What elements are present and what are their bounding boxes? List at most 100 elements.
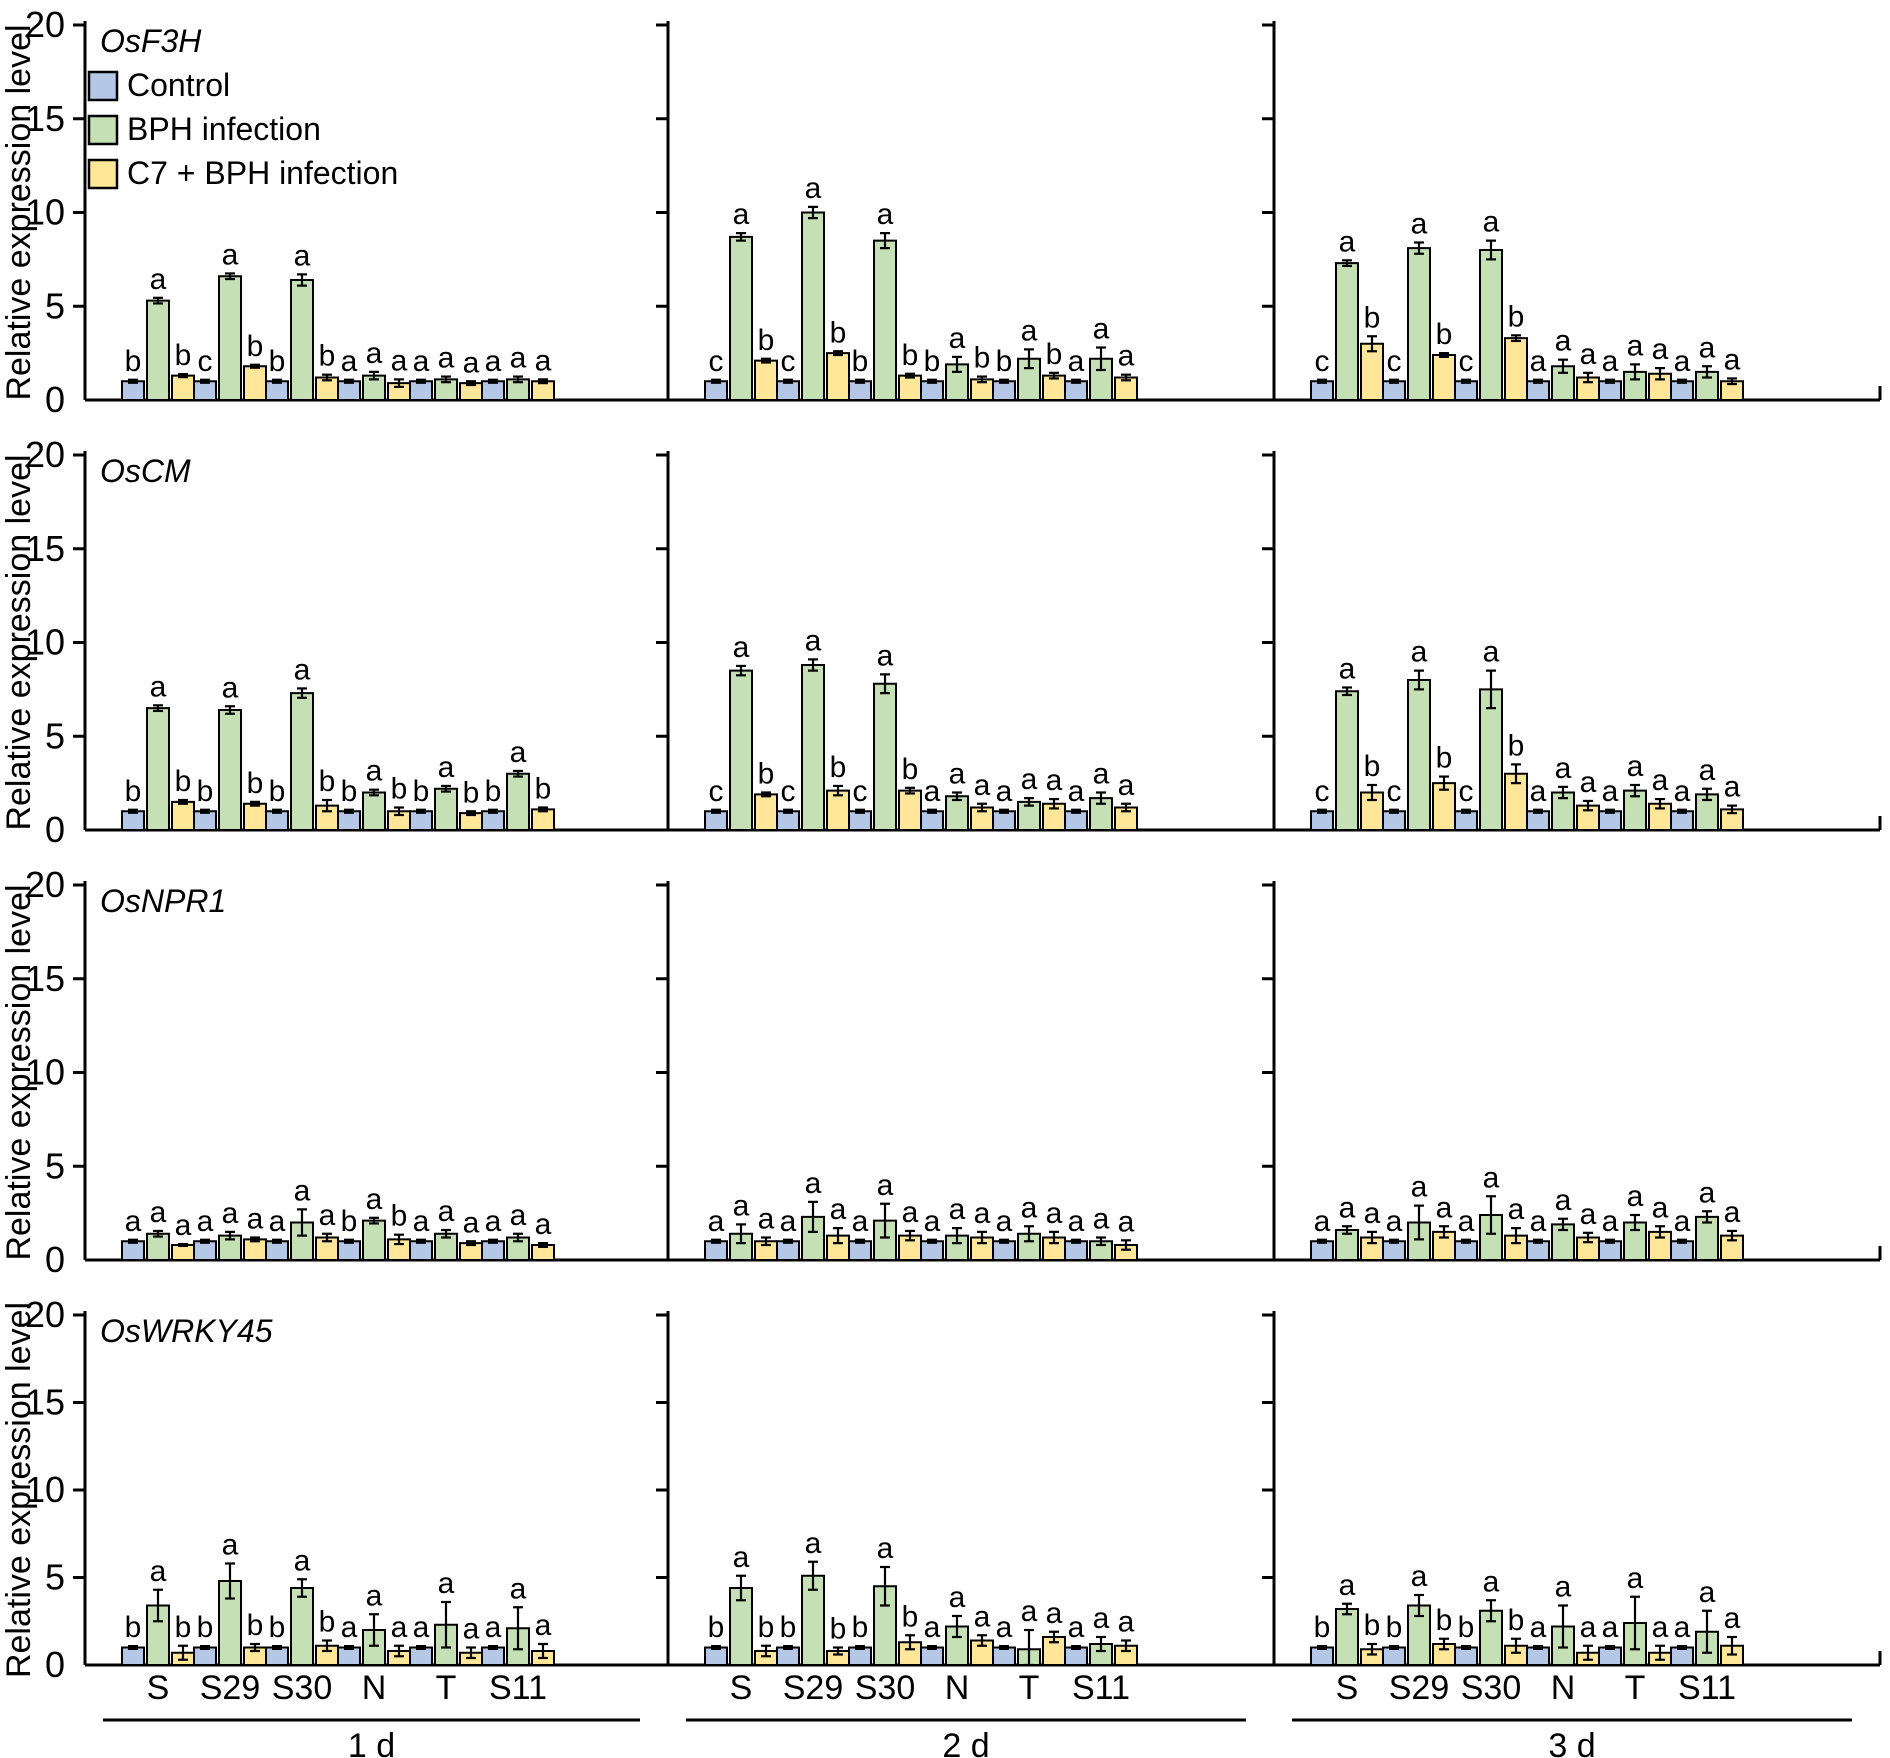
x-category-label: S29: [200, 1669, 261, 1707]
sig-letter: a: [1093, 1602, 1110, 1635]
sig-letter: a: [1555, 1184, 1572, 1217]
bar-T-control: [992, 380, 1016, 401]
y-tick-label: 15: [25, 98, 65, 139]
sig-letter: a: [1483, 1161, 1500, 1194]
gene-title: OsCM: [100, 453, 191, 489]
bar-S30-control: [1454, 810, 1478, 831]
sig-letter: b: [269, 345, 286, 378]
sig-letter: a: [341, 1611, 358, 1644]
sig-letter: b: [1436, 318, 1453, 351]
sig-letter: a: [733, 198, 750, 231]
bar-S-control: [704, 380, 728, 401]
sig-letter: a: [902, 1196, 919, 1229]
sig-letter: a: [1508, 1193, 1525, 1226]
bar-S30-c7-bph-infection: [898, 374, 922, 401]
sig-letter: b: [269, 1611, 286, 1644]
sig-letter: a: [150, 1196, 167, 1229]
sig-letter: a: [1046, 1197, 1063, 1230]
sig-letter: a: [1652, 1191, 1669, 1224]
sig-letter: a: [294, 653, 311, 686]
sig-letter: a: [294, 1174, 311, 1207]
sig-letter: a: [1093, 1203, 1110, 1236]
bar-S29-bph-infection: [801, 211, 825, 401]
sig-letter: a: [1339, 653, 1356, 686]
sig-letter: a: [535, 1208, 552, 1241]
x-category-label: T: [1625, 1669, 1646, 1707]
sig-letter: b: [269, 775, 286, 808]
sig-letter: a: [1530, 775, 1547, 808]
bar-S-bph-infection: [729, 669, 753, 831]
sig-letter: a: [1580, 766, 1597, 799]
bar-S11-control: [1064, 1646, 1088, 1666]
sig-letter: a: [1555, 325, 1572, 358]
sig-letter: a: [1068, 345, 1085, 378]
sig-letter: b: [125, 775, 142, 808]
bar-S11-control: [481, 810, 505, 831]
sig-letter: c: [198, 345, 213, 378]
bar-N-control: [920, 1240, 944, 1261]
sig-letter: a: [1021, 314, 1038, 347]
legend-label: Control: [127, 67, 230, 103]
sig-letter: b: [247, 767, 264, 800]
y-tick-label: 5: [45, 1145, 65, 1186]
sig-letter: a: [924, 1611, 941, 1644]
panel-1d: 05101520babSbabS29babS30aaaNaaaTaaaS111 …: [25, 1294, 668, 1758]
sig-letter: a: [150, 263, 167, 296]
bar-N-control: [337, 1240, 361, 1261]
bar-S30-bph-infection: [290, 1587, 314, 1666]
sig-letter: a: [438, 751, 455, 784]
sig-letter: a: [1627, 329, 1644, 362]
y-tick-label: 10: [25, 192, 65, 233]
gene-title: OsWRKY45: [100, 1313, 273, 1349]
sig-letter: a: [1118, 769, 1135, 802]
sig-letter: a: [1652, 764, 1669, 797]
bar-S29-control: [193, 1646, 217, 1666]
bar-S-control: [704, 1646, 728, 1666]
sig-letter: b: [175, 339, 192, 372]
sig-letter: a: [1674, 1205, 1691, 1238]
sig-letter: a: [805, 1167, 822, 1200]
sig-letter: b: [247, 330, 264, 363]
sig-letter: b: [391, 773, 408, 806]
sig-letter: b: [197, 1611, 214, 1644]
sig-letter: b: [1508, 1604, 1525, 1637]
sig-letter: c: [781, 775, 796, 808]
y-tick-label: 20: [25, 864, 65, 905]
x-category-label: S11: [489, 1669, 547, 1707]
sig-letter: b: [758, 1611, 775, 1644]
sig-letter: a: [1555, 1571, 1572, 1604]
sig-letter: b: [1436, 742, 1453, 775]
sig-letter: c: [1387, 345, 1402, 378]
sig-letter: a: [294, 1544, 311, 1577]
bar-S29-bph-infection: [1407, 247, 1431, 401]
sig-letter: a: [852, 1205, 869, 1238]
bar-S30-control: [848, 1240, 872, 1261]
bar-N-control: [920, 810, 944, 831]
sig-letter: b: [1364, 1609, 1381, 1642]
sig-letter: a: [877, 198, 894, 231]
sig-letter: a: [1530, 1611, 1547, 1644]
bar-S29-control: [776, 380, 800, 401]
sig-letter: a: [463, 1206, 480, 1239]
y-tick-label: 0: [45, 1239, 65, 1280]
sig-letter: b: [463, 776, 480, 809]
bar-S-bph-infection: [146, 299, 170, 401]
sig-letter: a: [391, 344, 408, 377]
sig-letter: b: [830, 1613, 847, 1646]
legend-swatch-control: [87, 70, 119, 102]
sig-letter: b: [1436, 1604, 1453, 1637]
y-tick-label: 20: [25, 1294, 65, 1335]
sig-letter: a: [1483, 1565, 1500, 1598]
sig-letter: c: [853, 775, 868, 808]
sig-letter: a: [974, 1600, 991, 1633]
sig-letter: c: [1387, 775, 1402, 808]
sig-letter: a: [463, 1613, 480, 1646]
sig-letter: a: [1652, 333, 1669, 366]
sig-letter: a: [222, 1529, 239, 1562]
sig-letter: a: [1580, 1198, 1597, 1231]
sig-letter: a: [1458, 1205, 1475, 1238]
sig-letter: a: [1699, 754, 1716, 787]
sig-letter: a: [438, 342, 455, 375]
bar-N-control: [1526, 1646, 1550, 1666]
